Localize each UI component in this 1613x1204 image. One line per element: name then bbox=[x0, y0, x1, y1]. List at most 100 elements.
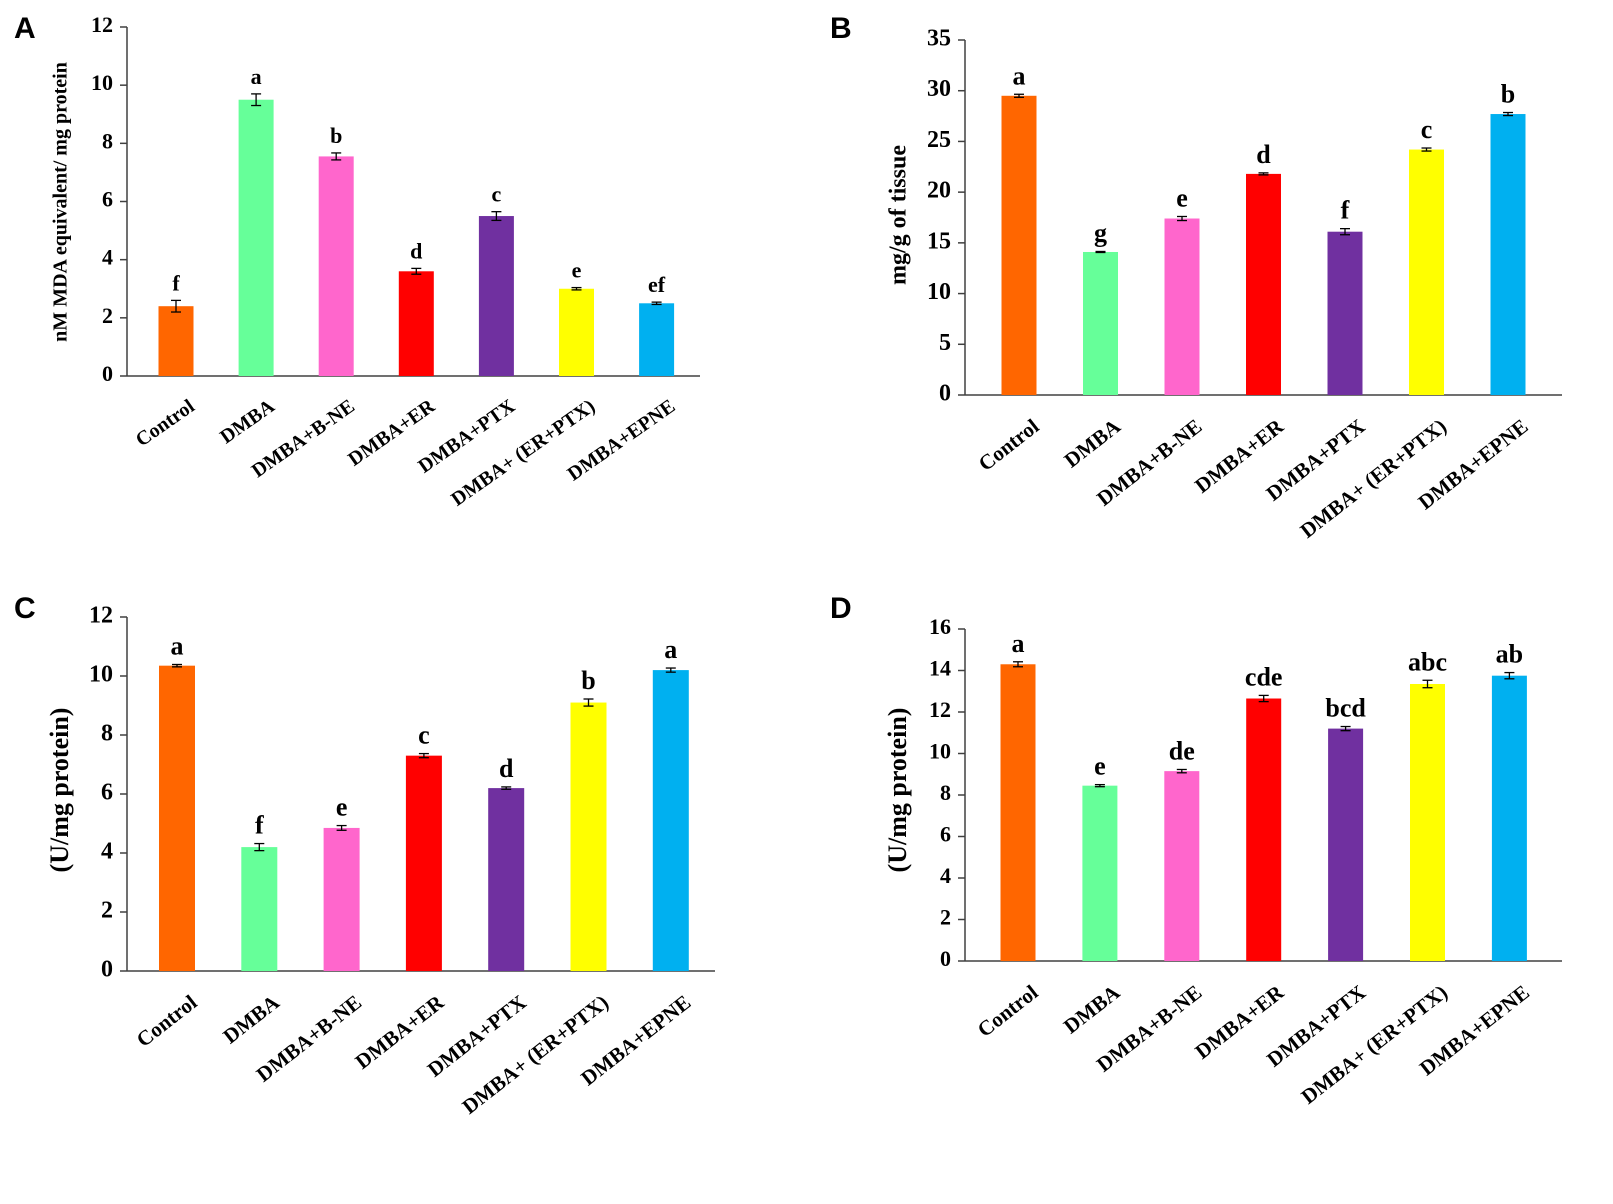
significance-letter: b bbox=[581, 666, 595, 695]
bar bbox=[1082, 785, 1118, 961]
y-tick-label: 5 bbox=[939, 330, 951, 356]
panel-letter: C bbox=[14, 592, 36, 625]
significance-letter: c bbox=[1421, 115, 1433, 144]
error-bar bbox=[1503, 111, 1513, 117]
y-tick-label: 0 bbox=[102, 361, 113, 386]
significance-letter: g bbox=[1094, 218, 1107, 247]
error-bar bbox=[1176, 768, 1187, 774]
y-tick-label: 8 bbox=[940, 780, 951, 805]
bar bbox=[652, 670, 689, 971]
bar bbox=[1246, 173, 1281, 395]
x-category-label: Control bbox=[132, 395, 199, 451]
bar bbox=[323, 827, 360, 971]
error-bar bbox=[571, 286, 582, 291]
x-category-label: DMBA+ (ER+PTX) bbox=[1296, 414, 1451, 543]
y-tick-label: 6 bbox=[102, 187, 113, 212]
significance-letter: f bbox=[172, 270, 180, 295]
y-tick-label: 4 bbox=[940, 863, 951, 888]
y-tick-label: 20 bbox=[927, 178, 951, 204]
bar bbox=[478, 216, 514, 376]
x-category-label: DMBA bbox=[216, 395, 279, 448]
significance-letter: b bbox=[330, 123, 342, 148]
error-bar bbox=[1095, 250, 1106, 254]
error-bar bbox=[251, 93, 262, 107]
error-bar bbox=[1422, 679, 1433, 689]
bar bbox=[570, 702, 607, 971]
error-bar bbox=[651, 301, 662, 306]
significance-letter: b bbox=[1501, 80, 1515, 109]
x-category-label: DMBA+ (ER+PTX) bbox=[458, 990, 613, 1119]
error-bar bbox=[1258, 172, 1269, 176]
significance-letter: abc bbox=[1408, 647, 1447, 676]
bar bbox=[1164, 771, 1200, 961]
error-bar bbox=[491, 211, 502, 222]
y-tick-label: 25 bbox=[927, 127, 951, 153]
significance-letter: e bbox=[336, 793, 348, 822]
y-axis-label: mg/g of tissue bbox=[886, 145, 912, 285]
significance-letter: c bbox=[492, 182, 502, 207]
error-bar bbox=[336, 824, 347, 831]
bar bbox=[559, 288, 594, 376]
y-tick-label: 12 bbox=[929, 697, 951, 722]
bar bbox=[1328, 728, 1364, 961]
y-tick-label: 30 bbox=[927, 76, 951, 102]
significance-letter: e bbox=[572, 258, 582, 283]
bar bbox=[159, 665, 195, 971]
error-bar bbox=[1340, 228, 1350, 236]
y-tick-label: 8 bbox=[101, 721, 113, 747]
error-bar bbox=[411, 267, 422, 275]
bar bbox=[1000, 664, 1036, 961]
y-tick-label: 35 bbox=[927, 26, 951, 52]
y-tick-label: 16 bbox=[929, 614, 951, 639]
chart-panel-d: D 0 2 4 6 8 10 12 14 16 (U/mg protein) a Control e DMB… bbox=[830, 592, 1562, 1109]
x-category-label: DMBA bbox=[218, 990, 284, 1049]
y-tick-label: 0 bbox=[101, 957, 113, 983]
bar bbox=[1491, 675, 1527, 961]
significance-letter: f bbox=[255, 811, 264, 840]
bar bbox=[318, 156, 354, 376]
significance-letter: ef bbox=[648, 272, 666, 297]
panel-letter: D bbox=[830, 592, 852, 625]
error-bar bbox=[1504, 671, 1515, 680]
significance-letter: a bbox=[1012, 629, 1025, 658]
significance-letter: a bbox=[251, 64, 262, 89]
error-bar bbox=[331, 152, 342, 161]
bar bbox=[241, 847, 278, 971]
y-axis-label: (U/mg protein) bbox=[883, 708, 912, 873]
bar bbox=[1246, 698, 1282, 961]
significance-letter: a bbox=[664, 635, 677, 664]
bar bbox=[1410, 683, 1445, 961]
y-tick-label: 8 bbox=[102, 128, 113, 153]
bar bbox=[1327, 231, 1363, 395]
error-bar bbox=[583, 698, 594, 707]
error-bar bbox=[1013, 661, 1023, 668]
bar bbox=[238, 99, 274, 376]
panel-letter: B bbox=[830, 12, 852, 45]
significance-letter: de bbox=[1169, 736, 1195, 765]
y-tick-label: 2 bbox=[101, 898, 113, 924]
y-tick-label: 15 bbox=[927, 228, 951, 254]
error-bar bbox=[501, 786, 512, 790]
x-category-label: DMBA+ (ER+PTX) bbox=[1297, 980, 1452, 1109]
y-tick-label: 4 bbox=[101, 839, 113, 865]
error-bar bbox=[1177, 215, 1187, 222]
y-tick-label: 2 bbox=[102, 303, 113, 328]
x-category-label: DMBA+ (ER+PTX) bbox=[447, 395, 599, 511]
y-tick-label: 4 bbox=[102, 245, 113, 270]
significance-letter: cde bbox=[1245, 662, 1283, 691]
y-tick-label: 10 bbox=[89, 662, 113, 688]
bar bbox=[405, 755, 442, 971]
significance-letter: d bbox=[1256, 140, 1271, 169]
y-tick-label: 0 bbox=[940, 946, 951, 971]
y-tick-label: 10 bbox=[91, 70, 113, 95]
y-axis-label: nM MDA equivalent/ mg protein bbox=[50, 62, 72, 342]
chart-panel-a: A 0 2 4 6 8 10 12 nM MDA equivalent/ mg protein f… bbox=[14, 12, 700, 511]
y-tick-label: 0 bbox=[939, 381, 951, 407]
error-bar bbox=[254, 842, 265, 852]
bar bbox=[1001, 95, 1037, 396]
x-category-label: Control bbox=[973, 980, 1043, 1042]
chart-panel-c: C 0 2 4 6 8 10 12 (U/mg protein) a Control f DMBA e DM… bbox=[14, 592, 715, 1119]
x-category-label: Control bbox=[132, 990, 202, 1052]
error-bar bbox=[171, 299, 181, 313]
